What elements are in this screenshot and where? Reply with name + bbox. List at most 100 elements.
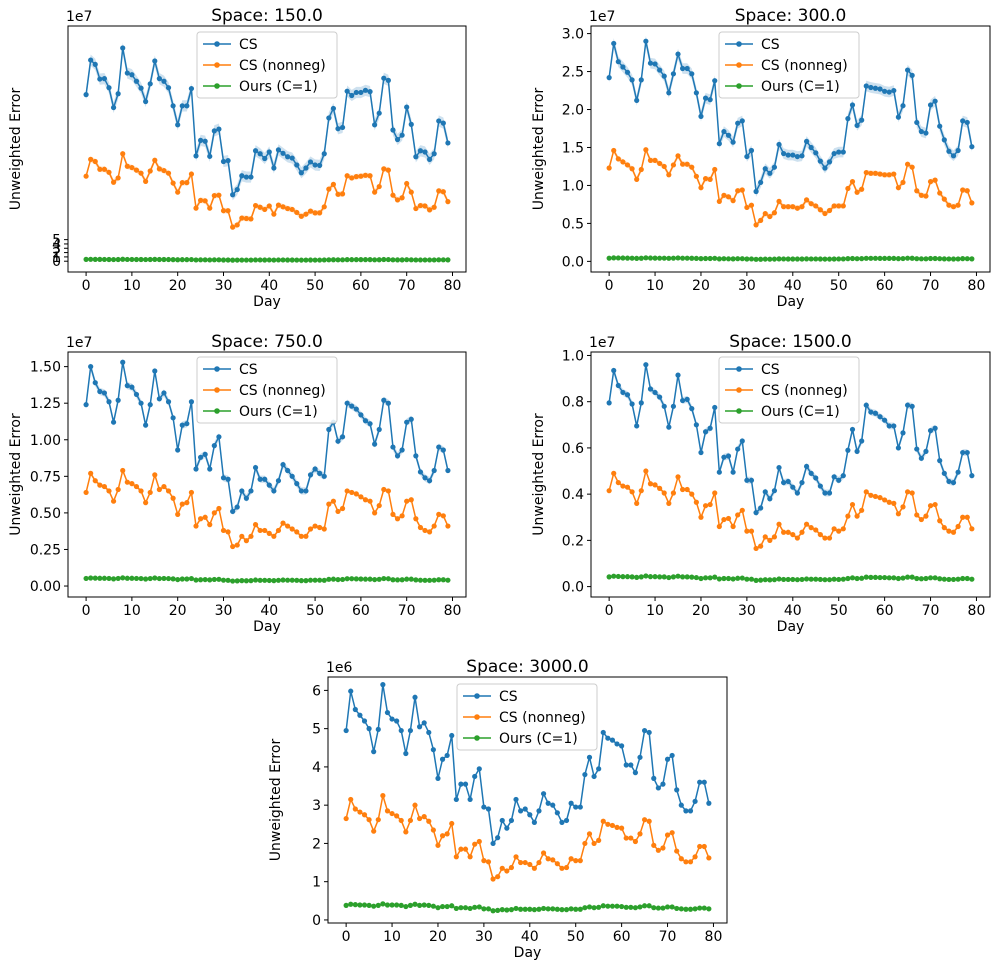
panel-2-series-3-point (914, 256, 920, 262)
panel-4-series-3-point (684, 574, 690, 580)
panel-2-series-3-point (735, 256, 741, 262)
panel-5-series-1-point (417, 724, 423, 730)
panel-2-series-1-point (849, 102, 856, 108)
panel-3-series-2-point (422, 527, 428, 534)
panel-4-series-3-point (675, 573, 681, 579)
panel-5-series-3-point (357, 902, 363, 908)
panel-1-series-3-point (230, 257, 236, 263)
panel-5-series-3-point (472, 904, 478, 910)
panel-5-series-2-point (430, 827, 436, 833)
panel-3-series-1-point (88, 364, 94, 370)
panel-3-series-1-point (390, 444, 396, 450)
panel-4-series-1-point (960, 449, 966, 456)
panel-4-series-1-point (799, 479, 805, 486)
panel-4-y-tick-label: 0.6 (562, 441, 584, 457)
panel-5-x-tick-label: 10 (383, 929, 401, 945)
panel-2-series-3-point (606, 255, 612, 261)
panel-1-series-1-point (271, 165, 277, 171)
panel-1-series-2-point (211, 193, 217, 199)
panel-4-series-1-point (790, 484, 796, 490)
panel-1-series-2-point (289, 206, 295, 213)
panel-2-series-1-point (643, 38, 649, 44)
panel-2-series-3-point (955, 256, 961, 262)
panel-3-series-2-point (312, 523, 318, 529)
panel-1-series-3-point (243, 257, 249, 263)
chart-panel-3: 0 10 20 30 40 50 60 70 80 0.00 0.25 0.50 0.75 1.00 1.2… (8, 332, 467, 635)
panel-5-series-1-point (554, 810, 560, 816)
panel-5-series-3-point (398, 902, 404, 909)
panel-4-series-2-point (698, 514, 704, 520)
panel-2-series-2-point (904, 161, 911, 167)
panel-4-series-1-point (606, 400, 612, 406)
panel-1-series-3-point (321, 257, 327, 263)
panel-1-series-1-point (197, 137, 204, 143)
panel-1-series-1-point (97, 76, 103, 82)
panel-3-series-2-point (147, 489, 153, 496)
panel-4-series-2-point (634, 500, 640, 506)
panel-3-series-1-point (344, 400, 350, 406)
panel-4-series-3-point (845, 575, 851, 582)
panel-4-series-3-point (799, 576, 805, 583)
panel-4-series-3-point (739, 575, 745, 581)
panel-5-series-3-point (683, 906, 689, 912)
panel-3-series-3-point (133, 575, 140, 582)
panel-4-offset-label: 1e7 (589, 335, 615, 351)
panel-1-series-2-point (353, 174, 359, 180)
panel-5-series-2-point (343, 815, 349, 822)
panel-2-x-tick-label: 40 (784, 278, 802, 294)
panel-1-series-3-point (106, 256, 112, 263)
panel-3-series-2-point (152, 472, 158, 478)
panel-4-series-2-point (927, 503, 934, 509)
panel-4-series-2-point (725, 515, 732, 522)
panel-2-series-2-point (882, 172, 888, 178)
panel-1-series-1-point (335, 126, 341, 132)
panel-3-legend-marker (214, 408, 220, 414)
panel-1-y-axis-label: Unweighted Error (8, 88, 24, 211)
panel-1-series-3-point (83, 256, 89, 262)
panel-5-series-3-point (394, 902, 400, 908)
panel-4-series-1-point (868, 409, 874, 415)
panel-3-series-3-point (353, 576, 359, 582)
panel-5-series-3-point (628, 904, 634, 910)
panel-2-series-2-point (620, 159, 626, 165)
panel-2-series-1-point (799, 153, 805, 159)
panel-5-series-3-point (430, 903, 436, 909)
panel-5-series-1-point (453, 796, 459, 803)
panel-3-series-3-point (285, 577, 291, 583)
panel-1-series-2-point (156, 166, 162, 172)
chart-panel-4: 0 10 20 30 40 50 60 70 80 0.0 0.2 0.4 0.6 0.8 1.0 1e7 Sp… (531, 332, 991, 635)
panel-3-series-1-point (138, 400, 144, 406)
panel-2-legend-entry: CS (761, 37, 780, 53)
panel-5-series-3-point (412, 901, 418, 907)
panel-5-y-tick-label: 0 (312, 913, 321, 929)
panel-3-series-3-point (175, 576, 181, 583)
panel-2-series-3-point (647, 255, 654, 261)
panel-2-series-2-point (799, 204, 805, 210)
panel-2-series-2-point (748, 202, 755, 208)
panel-3-series-2-point (321, 526, 327, 532)
panel-2-series-1-point (753, 188, 759, 195)
panel-2-series-3-point (904, 255, 911, 261)
panel-1-series-3-point (179, 257, 185, 263)
panel-3-series-3-point (165, 575, 172, 582)
panel-2-series-3-point (661, 255, 667, 261)
panel-3-series-1-point (133, 391, 140, 398)
panel-1-series-2-point (417, 202, 424, 209)
panel-1-series-1-point (243, 174, 249, 180)
panel-4-series-1-point (721, 454, 727, 460)
panel-4-series-1-point (854, 448, 860, 454)
panel-5-x-tick-label: 30 (475, 929, 493, 945)
panel-5-series-2-point (614, 824, 620, 830)
panel-4-series-1-point (657, 394, 663, 400)
panel-1-series-1-point (413, 154, 419, 160)
panel-2-series-1-point (840, 149, 846, 155)
panel-3-series-1-point (143, 422, 149, 428)
panel-3-series-2-point (394, 516, 401, 522)
panel-1-series-2-point (317, 210, 323, 216)
panel-2-series-3-point (877, 255, 883, 262)
panel-3-series-1-point (161, 390, 167, 396)
panel-2-series-2-point (647, 157, 654, 163)
panel-5-series-2-point (426, 818, 432, 824)
panel-1-series-2-point (335, 191, 341, 197)
